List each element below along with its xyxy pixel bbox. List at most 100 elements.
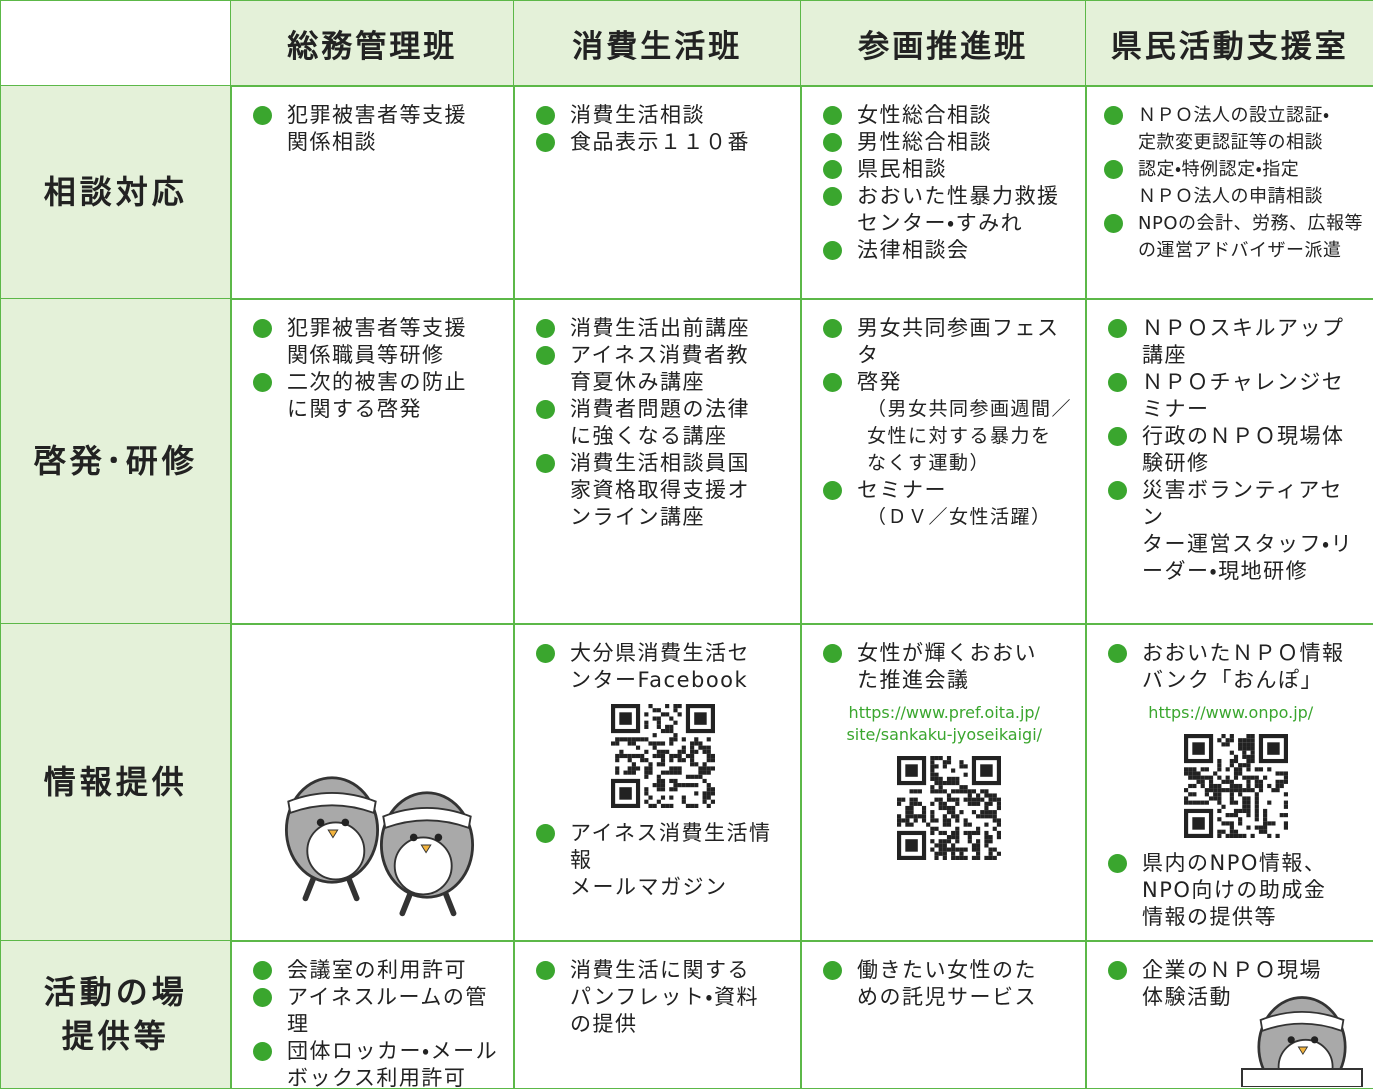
- qr-module: [963, 764, 968, 769]
- qr-module: [665, 704, 670, 709]
- table-cell: 消費生活に関する パンフレット・資料 の提供: [513, 940, 802, 1089]
- qr-module: [632, 753, 637, 759]
- qr-module: [1254, 767, 1259, 772]
- qr-module: [955, 776, 960, 781]
- qr-module: [1212, 792, 1218, 797]
- qr-module: [943, 818, 948, 823]
- qr-module: [901, 818, 906, 823]
- qr-module: [988, 793, 993, 798]
- qr-module: [652, 708, 658, 713]
- qr-module: [1200, 800, 1205, 805]
- qr-module: [1192, 767, 1197, 772]
- qr-module: [988, 810, 993, 815]
- qr-module: [1233, 808, 1238, 814]
- qr-module: [711, 791, 716, 796]
- qr-module: [930, 764, 935, 769]
- qr-module: [1225, 775, 1230, 780]
- qr-module: [1283, 792, 1288, 797]
- text-line: なくす運動）: [867, 452, 991, 474]
- qr-module: [967, 822, 973, 827]
- qr-module: [702, 770, 707, 775]
- qr-module: [673, 783, 678, 788]
- qr-module: [959, 760, 964, 765]
- qr-module: [943, 814, 948, 819]
- bullet-dot: [823, 241, 842, 260]
- qr-module: [955, 818, 960, 823]
- qr-module: [711, 758, 716, 763]
- qr-module: [992, 793, 998, 798]
- qr-module: [706, 745, 712, 750]
- qr-module: [976, 843, 981, 848]
- qr-module: [1283, 779, 1288, 784]
- qr-module: [1283, 825, 1288, 830]
- text-line: NPOの会計、労務、広報等: [1138, 213, 1363, 234]
- qr-module: [934, 851, 939, 856]
- qr-module: [1254, 783, 1259, 789]
- qr-module: [686, 803, 691, 808]
- qr-module: [976, 801, 981, 806]
- qr-module: [1246, 813, 1251, 818]
- qr-module: [661, 778, 666, 784]
- qr-module: [632, 762, 637, 767]
- bullet-dot: [823, 644, 842, 663]
- text-line: 定款変更認証等の相談: [1138, 132, 1323, 153]
- qr-module: [669, 795, 674, 800]
- text-line: 会議室の利用許可: [287, 958, 467, 982]
- text-line: の提供: [570, 1012, 638, 1036]
- qr-module: [694, 737, 699, 742]
- qr-module: [980, 797, 985, 802]
- qr-module: [947, 780, 952, 786]
- qr-module: [905, 764, 919, 777]
- text-line: 犯罪被害者等支援: [287, 103, 467, 127]
- qr-module: [967, 797, 973, 802]
- qr-module: [992, 818, 998, 823]
- qr-module: [1283, 804, 1288, 809]
- qr-module: [632, 741, 637, 746]
- qr-module: [615, 766, 620, 771]
- qr-module: [951, 805, 956, 811]
- qr-module: [988, 855, 993, 860]
- qr-module: [963, 822, 968, 827]
- list-item: ＮＰＯスキルアップ 講座: [1108, 315, 1364, 369]
- qr-module: [1217, 738, 1222, 743]
- qr-module: [1233, 767, 1238, 772]
- list-item: アイネス消費生活情報 メールマガジン: [536, 820, 791, 901]
- qr-module: [1258, 779, 1263, 784]
- qr-module: [661, 770, 666, 775]
- list-item: 犯罪被害者等支援 関係職員等研修: [253, 315, 504, 369]
- text-line: アイネスルームの管理: [287, 985, 488, 1036]
- mascot-beak: [327, 829, 339, 839]
- qr-module: [1217, 775, 1222, 780]
- qr-module: [1187, 800, 1193, 805]
- qr-module: [1246, 788, 1251, 793]
- qr-module: [930, 768, 935, 773]
- qr-module: [1266, 821, 1272, 826]
- qr-module: [913, 801, 919, 806]
- qr-module: [615, 770, 620, 775]
- bullet-dot: [536, 106, 555, 125]
- list-item: 消費生活相談員国 家資格取得支援オ ンライン講座: [536, 450, 791, 531]
- qr-module: [698, 741, 703, 746]
- column-header: 参画推進班: [800, 0, 1087, 87]
- qr-module: [988, 801, 993, 806]
- qr-module: [627, 741, 633, 746]
- qr-module: [988, 851, 993, 856]
- qr-module: [947, 760, 952, 765]
- qr-module: [657, 783, 662, 788]
- text-line: （ＤＶ／女性活躍）: [867, 506, 1052, 528]
- qr-module: [1246, 746, 1251, 751]
- qr-module: [1254, 817, 1259, 822]
- qr-module: [943, 822, 948, 827]
- qr-module: [951, 789, 956, 794]
- text-line: 験研修: [1142, 451, 1210, 475]
- bullet-dot: [253, 961, 272, 980]
- qr-module: [1237, 808, 1242, 814]
- qr-module: [1204, 775, 1209, 780]
- text-line: 犯罪被害者等支援: [287, 316, 467, 340]
- qr-module: [972, 843, 977, 848]
- qr-module: [681, 745, 687, 750]
- qr-module: [955, 839, 960, 844]
- qr-module: [1254, 779, 1259, 784]
- qr-module: [909, 810, 914, 815]
- text-line: 育夏休み講座: [570, 370, 705, 394]
